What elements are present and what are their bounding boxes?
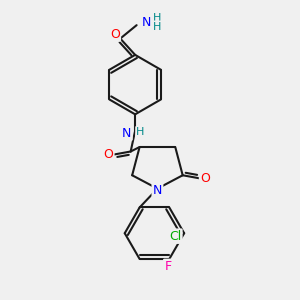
Text: O: O — [200, 172, 210, 185]
Text: O: O — [110, 28, 120, 40]
Text: N: N — [141, 16, 151, 29]
Text: O: O — [103, 148, 113, 161]
Text: F: F — [164, 260, 171, 273]
Text: H: H — [136, 127, 145, 137]
Text: Cl: Cl — [169, 230, 182, 243]
Text: H: H — [153, 22, 161, 32]
Text: N: N — [153, 184, 162, 196]
Text: N: N — [122, 127, 131, 140]
Text: H: H — [153, 13, 161, 23]
